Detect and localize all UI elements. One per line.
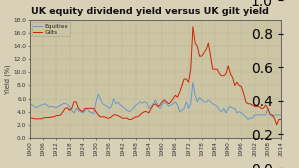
Equities — [61, 103, 65, 105]
Gilts — [61, 111, 65, 113]
Gilts — [110, 116, 113, 118]
Gilts — [180, 85, 184, 87]
Equities — [253, 114, 257, 116]
Equities — [110, 105, 113, 107]
Gilts — [279, 118, 283, 120]
Gilts — [191, 26, 195, 28]
Legend: Equities, Gilts: Equities, Gilts — [32, 22, 70, 36]
Gilts — [28, 117, 32, 119]
Y-axis label: Yield (%): Yield (%) — [5, 64, 11, 94]
Line: Gilts: Gilts — [30, 27, 281, 125]
Gilts — [123, 117, 126, 119]
Equities — [191, 81, 195, 83]
Equities — [180, 109, 184, 111]
Equities — [246, 118, 250, 120]
Gilts — [86, 107, 89, 109]
Gilts — [251, 104, 254, 106]
Text: UK equity dividend yield versus UK gilt yield: UK equity dividend yield versus UK gilt … — [30, 7, 269, 16]
Equities — [123, 107, 126, 109]
Equities — [279, 114, 283, 116]
Equities — [86, 107, 89, 109]
Equities — [28, 103, 32, 105]
Gilts — [275, 124, 278, 126]
Line: Equities: Equities — [30, 82, 281, 119]
